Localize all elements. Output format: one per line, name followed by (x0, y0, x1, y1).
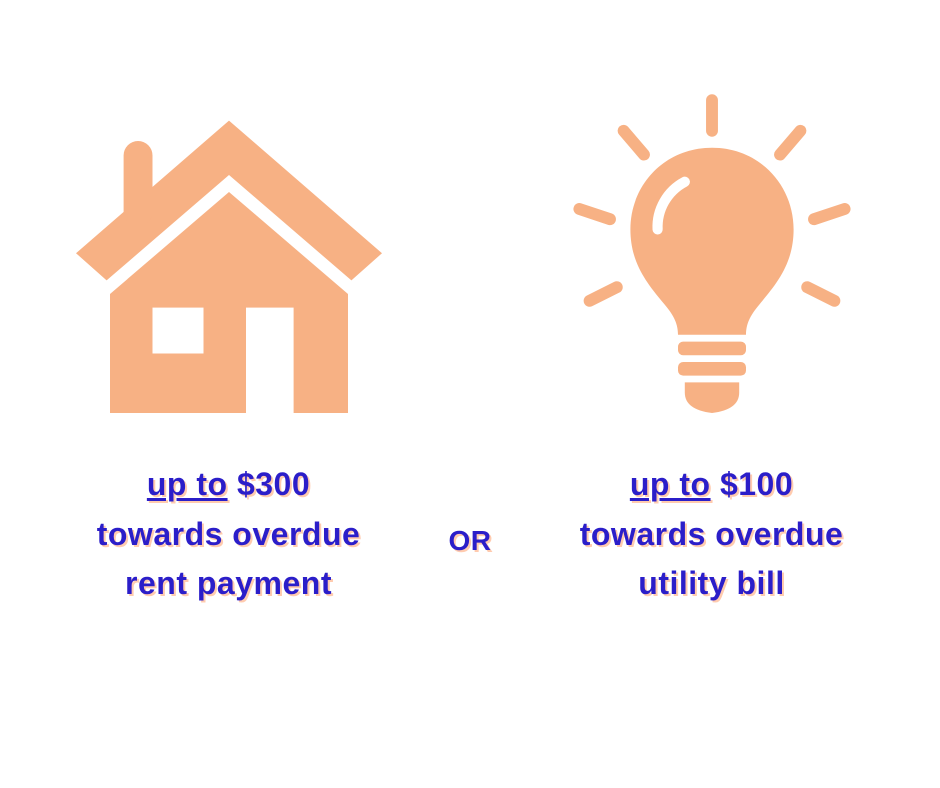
line3-left: rent payment (125, 565, 332, 601)
line2-left: towards overdue (97, 516, 361, 552)
house-icon (59, 90, 399, 430)
option-rent: up to $300 towards overdue rent payment (49, 60, 409, 609)
amount-left: $300 (237, 466, 310, 502)
line3-right: utility bill (638, 565, 784, 601)
lightbulb-icon (542, 90, 882, 430)
underline-right: up to (630, 466, 711, 502)
amount-right: $100 (720, 466, 793, 502)
lightbulb-icon-wrap (532, 60, 892, 460)
or-separator: OR (449, 525, 492, 557)
caption-utility: up to $100 towards overdue utility bill (580, 460, 844, 609)
option-utility: up to $100 towards overdue utility bill (532, 60, 892, 609)
underline-left: up to (147, 466, 228, 502)
line2-right: towards overdue (580, 516, 844, 552)
house-icon-wrap (49, 60, 409, 460)
caption-rent: up to $300 towards overdue rent payment (97, 460, 361, 609)
infographic-container: up to $300 towards overdue rent payment … (0, 0, 940, 609)
